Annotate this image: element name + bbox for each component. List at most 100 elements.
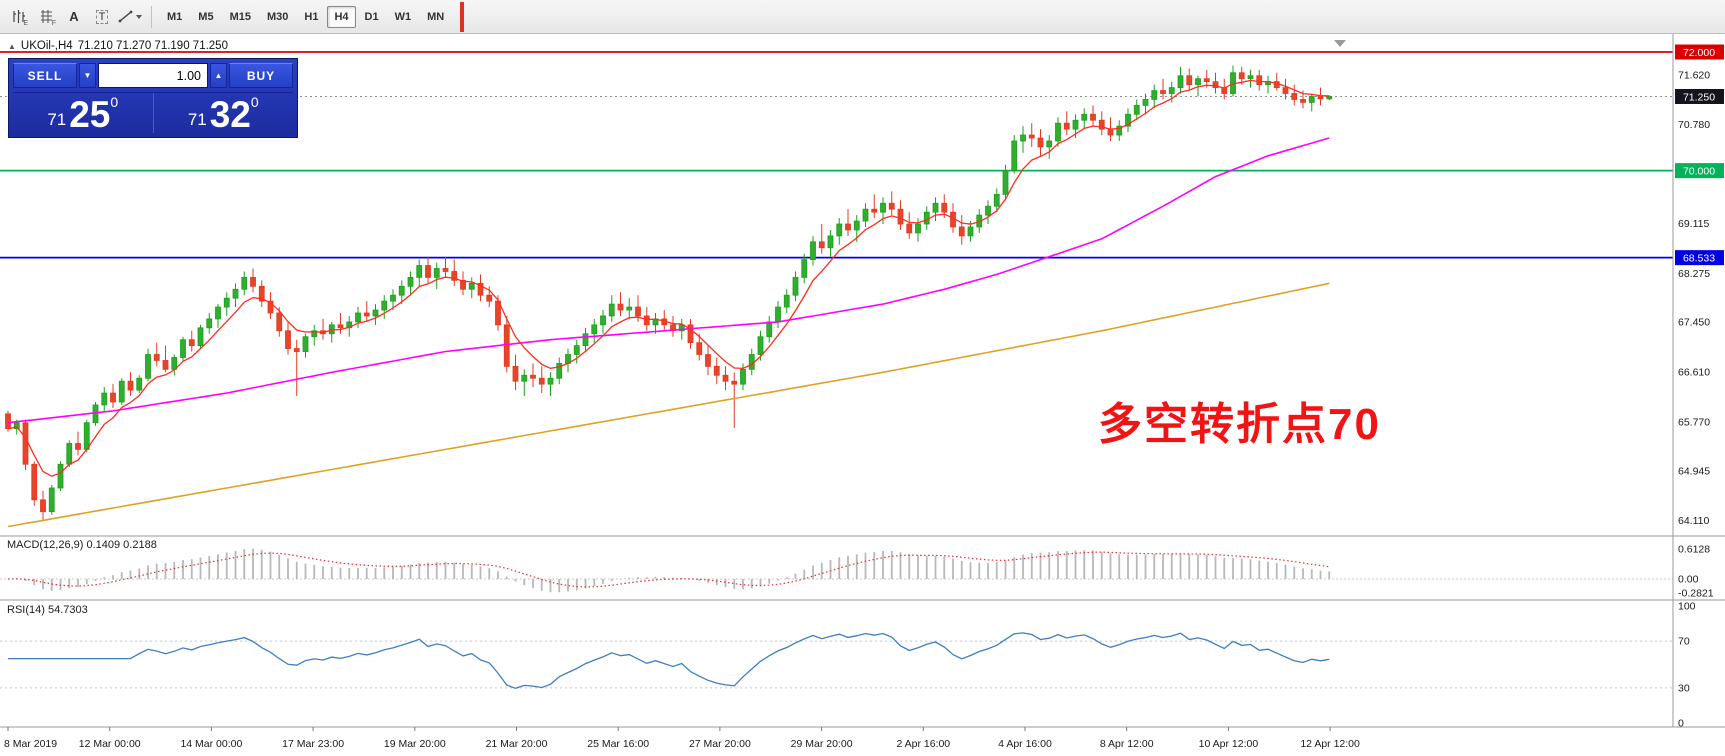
sell-price[interactable]: 71 25 0 (13, 93, 153, 133)
price-divider (152, 93, 154, 133)
candle (355, 312, 361, 323)
buy-price[interactable]: 71 32 0 (154, 93, 294, 133)
text-box-tool-button[interactable]: T (89, 5, 115, 29)
candle (845, 223, 851, 231)
candle (827, 235, 834, 249)
candle (162, 360, 169, 370)
timeframe-w1-button[interactable]: W1 (388, 6, 419, 28)
candle (1203, 78, 1210, 83)
candle (381, 300, 388, 311)
candle (512, 365, 519, 382)
time-axis-label[interactable]: 29 Mar 20:00 (791, 738, 853, 750)
candle (1300, 99, 1306, 103)
bar-chart-e-tool-button[interactable]: E (5, 5, 31, 29)
time-axis-label[interactable]: 14 Mar 00:00 (180, 738, 242, 750)
timeframe-mn-button[interactable]: MN (420, 6, 451, 28)
time-axis-label[interactable]: 17 Mar 23:00 (282, 738, 344, 750)
time-axis-label[interactable]: 27 Mar 20:00 (689, 738, 751, 750)
candle (127, 380, 134, 391)
candle (433, 268, 440, 278)
price-badge-label: 72.000 (1683, 47, 1715, 59)
text-label-tool-button[interactable]: A (61, 5, 87, 29)
candle (1072, 119, 1079, 130)
candle (223, 297, 230, 308)
rsi-name: RSI(14) (7, 604, 45, 616)
candle (582, 333, 589, 347)
buy-price-sup: 0 (250, 94, 259, 110)
candle (1212, 81, 1219, 88)
letter-a-icon: A (69, 9, 79, 24)
bar-chart-icon (12, 10, 25, 23)
candle (215, 306, 221, 320)
candle (57, 463, 64, 489)
candle (530, 374, 536, 379)
timeframe-d1-button[interactable]: D1 (358, 6, 386, 28)
timeframe-m5-button[interactable]: M5 (191, 6, 220, 28)
buy-price-big: 32 (209, 93, 251, 135)
candle (696, 342, 703, 355)
candle (451, 271, 458, 281)
candle (853, 220, 860, 231)
candle (5, 413, 11, 430)
candle (757, 336, 764, 355)
triangle-up-icon: ▲ (214, 71, 223, 80)
letter-e-icon: E (23, 19, 28, 27)
chevron-down-icon (136, 14, 142, 19)
price-axis-label: 66.610 (1678, 367, 1710, 379)
candle (1011, 140, 1018, 172)
timeframe-h4-button[interactable]: H4 (327, 5, 356, 28)
drawing-tool-button[interactable] (117, 5, 143, 29)
time-axis-label[interactable]: 21 Mar 20:00 (486, 738, 548, 750)
time-axis-label[interactable]: 19 Mar 20:00 (384, 738, 446, 750)
time-axis-label[interactable]: 25 Mar 16:00 (587, 738, 649, 750)
buy-price-prefix: 71 (187, 109, 207, 129)
candle (66, 443, 73, 465)
time-axis-label[interactable]: 2 Apr 16:00 (896, 738, 950, 750)
bar-chart-f-tool-button[interactable]: F (33, 5, 59, 29)
time-axis-label[interactable]: 8 Apr 12:00 (1100, 738, 1154, 750)
candle (180, 339, 186, 358)
timeframe-m1-button[interactable]: M1 (160, 6, 189, 28)
timeframe-h1-button[interactable]: H1 (297, 6, 325, 28)
time-axis-label[interactable]: 10 Apr 12:00 (1199, 738, 1259, 750)
candle (363, 312, 370, 317)
candle (547, 377, 554, 385)
time-axis-label[interactable]: 8 Mar 2019 (4, 738, 57, 750)
candle (818, 241, 825, 249)
candle (556, 363, 563, 379)
candle (958, 226, 965, 237)
time-axis-label[interactable]: 12 Mar 00:00 (79, 738, 141, 750)
candle (801, 259, 808, 278)
time-axis-label[interactable]: 12 Apr 12:00 (1300, 738, 1360, 750)
timeframe-group: M1 M5 M15 M30 H1 H4 D1 W1 MN (159, 5, 452, 28)
candle (1090, 113, 1096, 121)
candle (267, 300, 274, 314)
chart-annotation-text: 多空转折点70 (1098, 400, 1381, 449)
time-axis-label[interactable]: 4 Apr 16:00 (998, 738, 1052, 750)
candle (1317, 96, 1324, 100)
candle (241, 276, 248, 290)
candle (775, 306, 781, 323)
candle (626, 306, 633, 311)
candle (118, 380, 125, 403)
volume-input[interactable]: 1.00 (98, 63, 208, 88)
rsi-line (8, 632, 1330, 689)
sell-price-prefix: 71 (47, 109, 67, 129)
price-badge-label: 68.533 (1683, 252, 1715, 264)
volume-increase-button[interactable]: ▲ (210, 63, 227, 88)
volume-decrease-button[interactable]: ▼ (79, 63, 96, 88)
candle (748, 354, 755, 370)
candle (188, 339, 195, 347)
timeframe-m30-button[interactable]: M30 (260, 6, 295, 28)
buy-button[interactable]: BUY (229, 63, 293, 88)
timeframe-m15-button[interactable]: M15 (223, 6, 258, 28)
candle (153, 354, 160, 361)
chart-shift-marker-icon[interactable] (1334, 40, 1346, 47)
one-click-toggle-icon[interactable]: ▲ (8, 41, 16, 51)
candle (1151, 90, 1158, 100)
candle (337, 324, 344, 329)
sell-button[interactable]: SELL (13, 63, 77, 88)
candle (1168, 87, 1175, 94)
candle (1125, 113, 1131, 127)
